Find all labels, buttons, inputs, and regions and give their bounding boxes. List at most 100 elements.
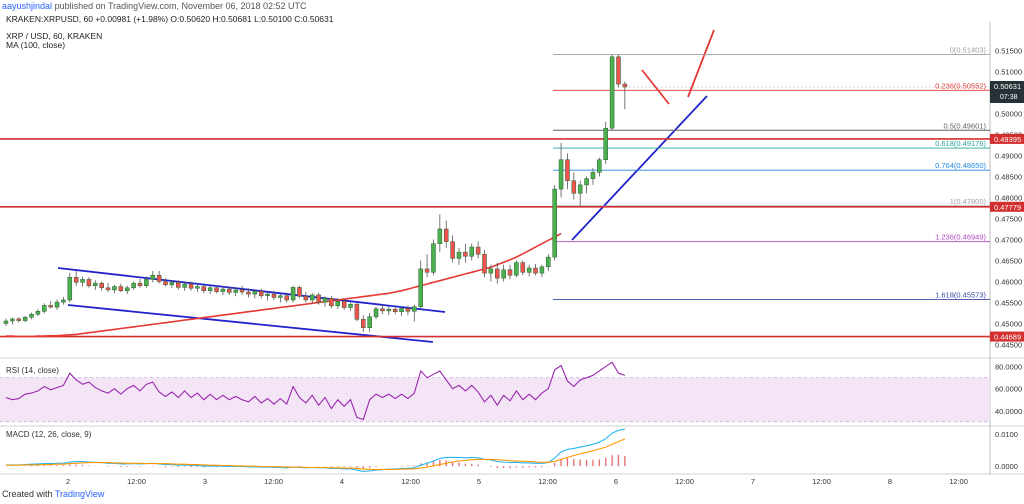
candle-body — [29, 314, 34, 318]
candle-body — [42, 305, 47, 312]
candle-body — [584, 178, 589, 186]
candle-body — [437, 228, 443, 244]
candle-body — [380, 308, 385, 312]
publisher-name[interactable]: aayushjindal — [2, 1, 53, 11]
candle-body — [290, 287, 296, 301]
published-text: published on TradingView.com, November 0… — [54, 1, 307, 11]
candle-body — [278, 295, 283, 298]
rsi-band — [0, 377, 990, 422]
candle-body — [124, 287, 130, 291]
fib-level-label: 1.618(0.45573) — [935, 290, 986, 299]
candle-body — [252, 290, 258, 295]
time-tick-label: 5 — [477, 477, 481, 486]
symbol-ohlc: XRPUSD, 60 +0.00981 (+1.98%) O:0.50620 H… — [43, 14, 334, 24]
candle-body — [297, 287, 302, 297]
time-tick-label: 12:00 — [401, 477, 420, 486]
candle-body — [546, 256, 551, 268]
candle-body — [150, 274, 155, 280]
candle-body — [367, 316, 372, 328]
candle-body — [348, 303, 353, 308]
candle-body — [22, 316, 28, 321]
candle-body — [35, 311, 41, 315]
symbol-info-line: KRAKEN:XRPUSD, 60 +0.00981 (+1.98%) O:0.… — [6, 14, 333, 24]
level-price-label: 0.47779 — [994, 203, 1021, 212]
candle-body — [475, 246, 481, 255]
candle-body — [341, 300, 347, 308]
candle-body — [93, 282, 98, 286]
time-tick-label: 12:00 — [949, 477, 968, 486]
candle-body — [405, 308, 411, 312]
price-tick-label: 0.47500 — [995, 215, 1022, 224]
time-tick-label: 12:00 — [675, 477, 694, 486]
candle-body — [214, 287, 219, 292]
candle-body — [533, 267, 538, 274]
candle-body — [526, 267, 532, 273]
fib-level-label: 0.5(0.49601) — [943, 121, 986, 130]
price-tick-label: 0.47000 — [995, 236, 1022, 245]
candle-body — [577, 184, 583, 194]
time-tick-label: 12:00 — [264, 477, 283, 486]
candle-body — [195, 286, 200, 289]
candle-body — [565, 159, 570, 181]
projection-arrow-up — [687, 29, 715, 98]
candle-body — [73, 277, 79, 283]
time-to-close-label: 07:38 — [1000, 94, 1018, 101]
rsi-tick-label: 80.0000 — [995, 363, 1022, 372]
ma100-line — [6, 232, 562, 338]
price-tick-label: 0.51500 — [995, 47, 1022, 56]
candle-body — [99, 282, 104, 289]
price-tick-label: 0.51000 — [995, 68, 1022, 77]
candle-body — [507, 269, 513, 276]
fib-level-label: 0.236(0.50552) — [935, 81, 986, 90]
candle-body — [520, 262, 526, 273]
time-tick-label: 4 — [340, 477, 344, 486]
price-tick-label: 0.49000 — [995, 152, 1022, 161]
candle-body — [412, 306, 417, 312]
candle-body — [227, 288, 232, 293]
candle-body — [488, 268, 494, 274]
candle-body — [16, 318, 22, 321]
candle-body — [450, 241, 455, 259]
footer-created-with: Created with — [2, 489, 53, 499]
fib-level-label: 1(0.47800) — [950, 197, 987, 206]
candle-body — [233, 289, 238, 293]
candle-body — [131, 282, 136, 289]
candle-body — [112, 286, 117, 291]
candle-body — [539, 266, 545, 274]
price-tick-label: 0.48500 — [995, 173, 1022, 182]
macd-tick-label: 0.0000 — [995, 462, 1018, 471]
candle-body — [284, 295, 289, 301]
candle-body — [552, 188, 557, 258]
candle-body — [622, 83, 628, 88]
candle-body — [424, 268, 430, 273]
time-tick-label: 6 — [614, 477, 618, 486]
candle-body — [80, 279, 85, 283]
candle-body — [469, 246, 474, 257]
candle-body — [603, 127, 608, 160]
channel-upper-line — [57, 267, 446, 313]
price-tick-label: 0.46000 — [995, 278, 1022, 287]
current-price-tag — [990, 80, 1024, 103]
candle-body — [61, 299, 66, 303]
time-tick-label: 3 — [203, 477, 207, 486]
time-tick-label: 7 — [751, 477, 755, 486]
candle-body — [258, 290, 264, 297]
candle-body — [316, 294, 321, 303]
candle-body — [373, 308, 379, 318]
candle-body — [48, 305, 53, 308]
candle-body — [354, 303, 360, 320]
level-price-label: 0.49395 — [994, 135, 1021, 144]
symbol-exchange: KRAKEN: — [6, 14, 44, 24]
fib-level-label: 0.618(0.49176) — [935, 139, 986, 148]
candle-body — [265, 293, 270, 297]
footer-brand[interactable]: TradingView — [54, 489, 105, 499]
candle-body — [3, 320, 9, 324]
candle-body — [463, 251, 468, 257]
candle-body — [188, 283, 194, 289]
candle-body — [482, 253, 487, 274]
candle-body — [105, 287, 111, 291]
candle-body — [163, 281, 168, 286]
candle-body — [303, 295, 309, 301]
macd-signal-line — [6, 438, 626, 470]
